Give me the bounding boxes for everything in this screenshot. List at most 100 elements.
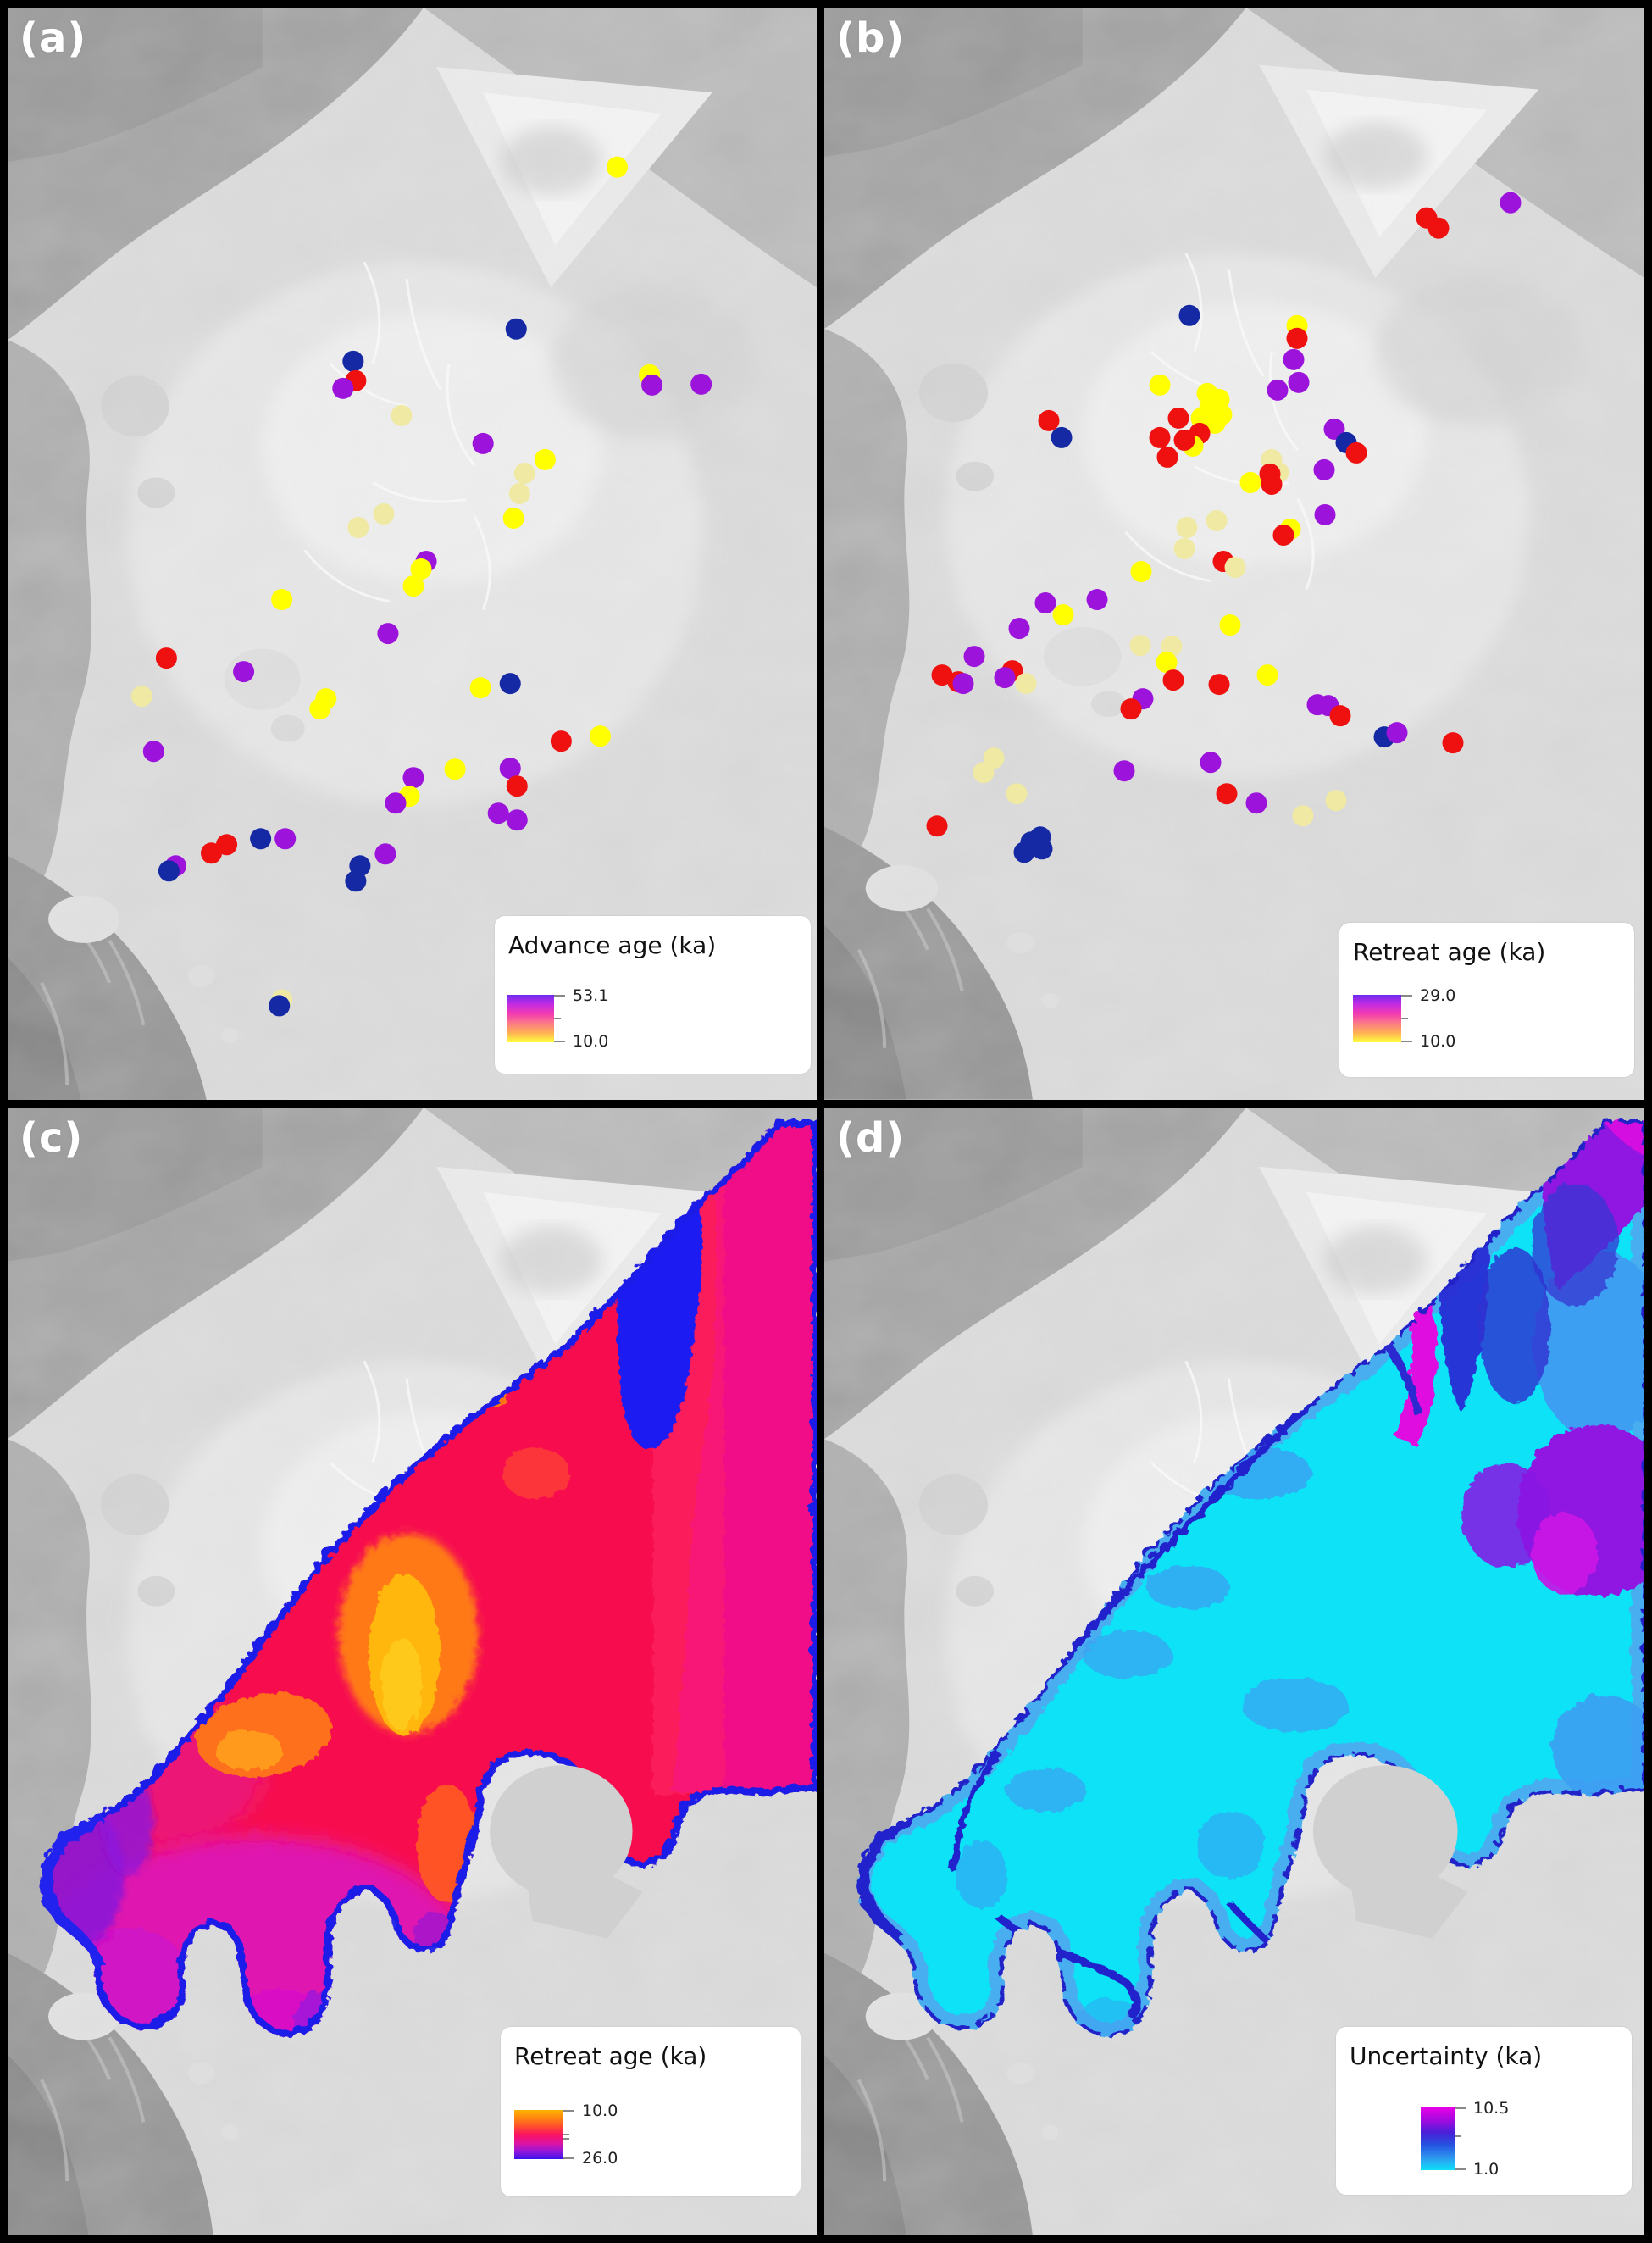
data-point: [1176, 516, 1198, 538]
data-point: [1167, 407, 1189, 429]
data-point: [487, 802, 509, 824]
data-point: [1261, 473, 1283, 495]
data-point: [1267, 379, 1289, 401]
data-point: [1219, 614, 1241, 636]
data-point: [1015, 673, 1037, 695]
data-point: [1031, 838, 1053, 860]
data-point: [1500, 192, 1522, 214]
legend-title: Advance age (ka): [508, 931, 717, 959]
ice-free-bay: [1312, 1765, 1458, 1897]
data-point: [155, 647, 177, 669]
colorbar-max: 10.0: [582, 2101, 618, 2120]
data-point: [1206, 509, 1228, 531]
data-point: [402, 767, 424, 789]
data-point: [1129, 635, 1151, 657]
data-point: [1288, 371, 1310, 393]
advance-age-points: [130, 156, 712, 1017]
data-point: [1161, 636, 1183, 658]
data-point: [1034, 592, 1056, 614]
data-point: [1329, 705, 1351, 727]
panel-d: (d) Uncertainty (ka) 10.5 1.0: [824, 1108, 1644, 2235]
data-point: [508, 482, 530, 504]
data-point: [233, 661, 255, 683]
data-point: [1113, 760, 1135, 782]
data-point: [1239, 471, 1261, 493]
retreat-age-points: [926, 192, 1522, 863]
data-point: [506, 809, 528, 831]
panel-a: (a) Advance age (ka) 53.1 10.0: [8, 8, 817, 1100]
legend-title: Retreat age (ka): [514, 2042, 707, 2070]
legend-uncertainty: Uncertainty (ka) 10.5 1.0: [1336, 2027, 1632, 2195]
data-point: [926, 815, 948, 837]
data-point: [690, 373, 712, 395]
data-point: [444, 758, 466, 780]
data-point: [499, 673, 521, 695]
data-point: [550, 730, 572, 752]
panel-b: (b) Retreat age (ka) 29.0 10.0: [824, 8, 1644, 1100]
data-point: [1427, 217, 1450, 239]
panel-label-b: (b): [836, 14, 906, 62]
ice-free-bay: [490, 1765, 633, 1897]
colorbar-min: 1.0: [1473, 2160, 1500, 2179]
data-point: [1052, 604, 1074, 626]
map-retreat-age-surface: [8, 1108, 817, 2235]
data-point: [130, 686, 152, 708]
colorbar-max: 10.5: [1473, 2099, 1510, 2118]
data-point: [345, 870, 367, 892]
data-point: [513, 462, 535, 484]
data-point: [1204, 412, 1226, 434]
data-point: [472, 432, 494, 454]
data-point: [271, 589, 293, 611]
data-point: [1216, 783, 1238, 805]
data-point: [142, 741, 164, 763]
data-point: [377, 623, 399, 645]
data-point: [1345, 441, 1367, 464]
data-point: [1256, 664, 1278, 686]
data-point: [1130, 561, 1152, 583]
colorbar-min: 26.0: [582, 2149, 618, 2168]
colorbar-max: 53.1: [573, 986, 609, 1005]
colorbar: [507, 995, 554, 1042]
data-point: [373, 502, 395, 525]
data-point: [952, 673, 974, 695]
data-point: [1313, 458, 1335, 480]
data-point: [342, 350, 364, 372]
legend-title: Uncertainty (ka): [1350, 2042, 1543, 2070]
data-point: [1173, 537, 1195, 560]
legend-advance-age: Advance age (ka) 53.1 10.0: [495, 916, 811, 1074]
data-point: [385, 792, 407, 814]
colorbar-min: 10.0: [573, 1032, 609, 1051]
data-point: [1286, 327, 1308, 349]
data-point: [274, 828, 297, 850]
colorbar: [1421, 2107, 1455, 2170]
colorbar-max: 29.0: [1420, 986, 1456, 1005]
data-point: [469, 677, 491, 699]
data-point: [1283, 348, 1305, 370]
legend-title: Retreat age (ka): [1353, 938, 1546, 966]
colorbar-min: 10.0: [1420, 1032, 1456, 1051]
legend-retreat-age-b: Retreat age (ka) 29.0 10.0: [1339, 923, 1634, 1077]
data-point: [269, 995, 291, 1017]
data-point: [1173, 429, 1195, 451]
data-point: [499, 758, 521, 780]
data-point: [1008, 618, 1030, 640]
data-point: [1013, 841, 1035, 863]
data-point: [1314, 503, 1336, 525]
data-point: [502, 507, 524, 529]
data-point: [1086, 589, 1108, 611]
data-point: [1208, 674, 1230, 696]
data-point: [1051, 426, 1073, 448]
data-point: [606, 156, 629, 178]
data-point: [158, 860, 180, 882]
data-point: [1162, 669, 1184, 691]
data-point: [589, 725, 611, 747]
map-retreat-age-points: [824, 8, 1644, 1100]
data-point: [1120, 698, 1142, 720]
data-point: [391, 404, 413, 426]
data-point: [332, 377, 354, 399]
data-point: [641, 374, 663, 396]
data-point: [1200, 752, 1222, 774]
data-point: [1292, 805, 1314, 827]
panel-c: (c) Retreat age (ka) 10.0 26.0: [8, 1108, 817, 2235]
